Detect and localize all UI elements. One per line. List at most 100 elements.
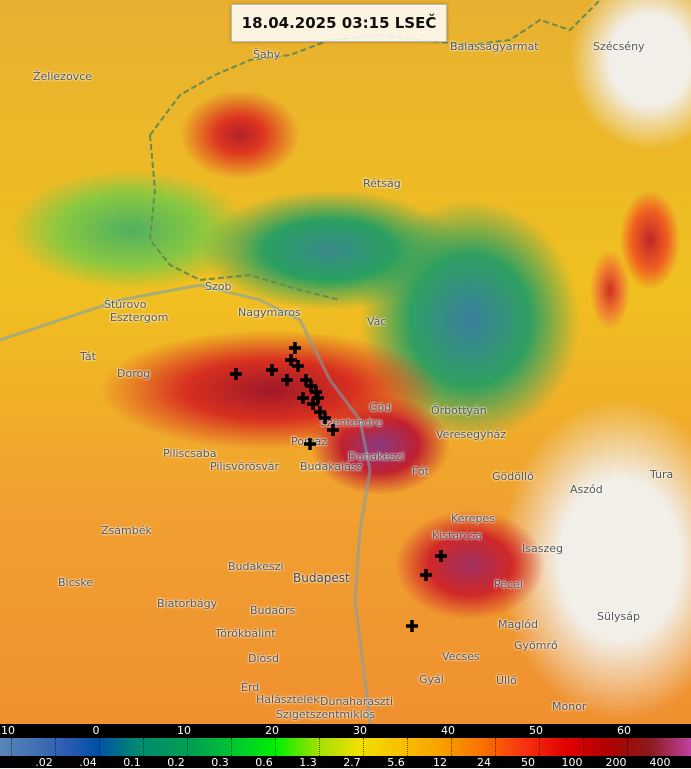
place-label: Kerepes xyxy=(451,512,495,525)
place-label: Budaörs xyxy=(250,604,296,617)
place-label: Szentendre xyxy=(320,416,383,429)
scale-tick xyxy=(583,738,584,756)
lightning-cross-icon xyxy=(300,374,312,386)
lightning-cross-icon xyxy=(266,364,278,376)
scale-tick xyxy=(539,738,540,756)
place-label: Šahy xyxy=(253,48,281,61)
rain-rate-label: 0.2 xyxy=(167,756,185,769)
place-label: Diósd xyxy=(248,652,279,665)
scale-tick xyxy=(55,738,56,756)
place-label: Zsámbék xyxy=(101,524,152,537)
place-label: Érd xyxy=(241,681,260,694)
rain-rate-label: 24 xyxy=(477,756,491,769)
lightning-cross-icon xyxy=(285,354,297,366)
scale-tick xyxy=(451,738,452,756)
rain-rate-label: .04 xyxy=(79,756,97,769)
place-label: Pécel xyxy=(494,578,523,591)
scale-tick xyxy=(11,738,12,756)
lightning-cross-icon xyxy=(292,360,304,372)
place-label: Želiezovce xyxy=(33,70,93,83)
lightning-cross-icon xyxy=(230,368,242,380)
rain-rate-label: 0.6 xyxy=(255,756,273,769)
place-label: Dunaharaszti xyxy=(320,695,394,708)
place-label: Gyál xyxy=(419,673,444,686)
place-label: Piliscsaba xyxy=(163,447,217,460)
rain-rate-label: 200 xyxy=(605,756,627,769)
scale-tick xyxy=(407,738,408,756)
dbz-label: 10 xyxy=(177,724,191,737)
place-label: Nagymaros xyxy=(238,306,301,319)
place-label: Vecses xyxy=(442,650,480,663)
place-label: Biatorbágy xyxy=(157,597,218,610)
rain-rate-label: 400 xyxy=(649,756,671,769)
place-label: Őrbottyán xyxy=(431,404,487,417)
place-label: Monor xyxy=(552,700,587,713)
place-label: Gyömrő xyxy=(514,639,558,652)
place-label: Dunakeszi xyxy=(348,450,405,463)
danube-river xyxy=(0,283,372,724)
rain-rate-label: 1.3 xyxy=(299,756,317,769)
lightning-cross-icon xyxy=(310,386,322,398)
place-label: Budakalász xyxy=(300,460,363,473)
place-label: Törökbálint xyxy=(215,627,276,640)
place-label: Štúrovo xyxy=(104,298,147,311)
dbz-label: 40 xyxy=(441,724,455,737)
lightning-cross-icon xyxy=(327,424,339,436)
place-label: Bicske xyxy=(58,576,94,589)
scale-tick xyxy=(275,738,276,756)
lightning-strikes xyxy=(230,342,447,632)
lightning-cross-icon xyxy=(304,438,316,450)
rain-rate-label: 0.3 xyxy=(211,756,229,769)
scale-tick xyxy=(627,738,628,756)
lightning-cross-icon xyxy=(289,342,301,354)
place-label: Isaszeg xyxy=(522,542,563,555)
rain-rate-label: 0.1 xyxy=(123,756,141,769)
radar-map[interactable]: Šahy Balassagyarmat Szécsény Želiezovce Réts… xyxy=(0,0,691,724)
place-label: Balassagyarmat xyxy=(450,40,539,53)
place-label: Halásztelek xyxy=(256,693,320,706)
dbz-label: 50 xyxy=(529,724,543,737)
lightning-cross-icon xyxy=(281,374,293,386)
place-label: Budakeszi xyxy=(228,560,284,573)
scale-tick xyxy=(187,738,188,756)
rain-rate-label: 100 xyxy=(561,756,583,769)
place-label: Szob xyxy=(205,280,232,293)
place-label: Gödöllő xyxy=(492,470,534,483)
lightning-cross-icon xyxy=(420,569,432,581)
scale-tick xyxy=(319,738,320,756)
place-label: Tát xyxy=(80,350,96,363)
color-scale-bar xyxy=(0,738,691,756)
lightning-cross-icon xyxy=(312,392,324,404)
place-label: Budapest xyxy=(293,571,350,585)
rain-rate-label: .02 xyxy=(35,756,53,769)
place-label: Üllő xyxy=(496,674,517,687)
scale-tick xyxy=(363,738,364,756)
scale-tick xyxy=(495,738,496,756)
place-label: Maglód xyxy=(498,618,538,631)
place-label: Tura xyxy=(650,468,674,481)
dbz-label: 10 xyxy=(1,724,15,737)
place-label: Szécsény xyxy=(593,40,645,53)
place-label: Rétság xyxy=(363,177,401,190)
place-label: Sülysáp xyxy=(597,610,640,623)
dbz-label: 60 xyxy=(617,724,631,737)
rain-rate-label: 2.7 xyxy=(343,756,361,769)
place-label: Aszód xyxy=(570,483,603,496)
scale-tick xyxy=(99,738,100,756)
rain-rate-label: 50 xyxy=(521,756,535,769)
scale-tick xyxy=(143,738,144,756)
dbz-label: 30 xyxy=(353,724,367,737)
place-label: Vác xyxy=(367,315,387,328)
rain-rate-label: 5.6 xyxy=(387,756,405,769)
place-label: Kistarcsa xyxy=(432,529,482,542)
dbz-label: 20 xyxy=(265,724,279,737)
place-label: Fót xyxy=(412,465,429,478)
place-label: Dorog xyxy=(117,367,151,380)
rain-rate-label: 12 xyxy=(433,756,447,769)
place-label: Szigetszentmiklós xyxy=(276,708,376,721)
timestamp-label: 18.04.2025 03:15 LSEČ xyxy=(231,4,447,42)
lightning-cross-icon xyxy=(435,550,447,562)
place-label: Göd xyxy=(369,401,392,414)
lightning-cross-icon xyxy=(319,412,331,424)
place-label: Esztergom xyxy=(110,311,169,324)
